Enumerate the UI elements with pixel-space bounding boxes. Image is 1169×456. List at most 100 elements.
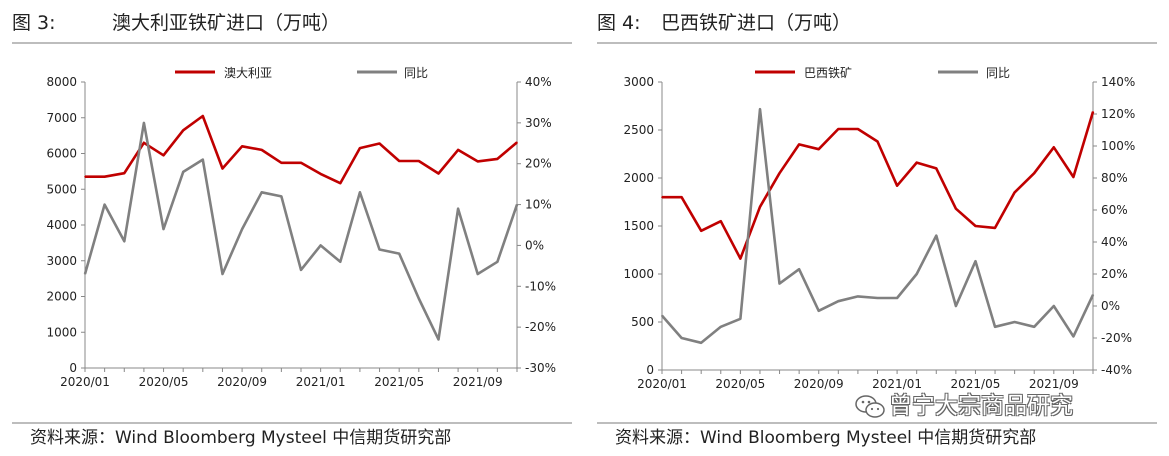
y-right-tick-label: 20%	[1101, 267, 1128, 281]
data-point	[1033, 172, 1036, 174]
y-left-tick-label: 0	[646, 363, 654, 377]
data-point	[719, 220, 722, 222]
y-right-tick-label: 140%	[1101, 75, 1135, 89]
x-tick-label: 2020/09	[217, 375, 267, 389]
data-point	[319, 244, 322, 247]
figure-title: 澳大利亚铁矿进口（万吨）	[112, 12, 341, 34]
data-point	[319, 173, 322, 175]
data-point	[260, 191, 263, 194]
y-right-tick-label: 0%	[1101, 299, 1120, 313]
x-tick-label: 2021/01	[296, 375, 346, 389]
y-right-tick-label: 60%	[1101, 203, 1128, 217]
data-point	[876, 140, 879, 143]
y-left-tick-label: 500	[631, 315, 654, 329]
data-point	[857, 295, 859, 298]
data-point	[202, 158, 204, 161]
figure-label: 图 3:	[12, 12, 56, 34]
data-point	[378, 142, 381, 145]
y-right-tick-label: -10%	[525, 279, 556, 293]
data-point	[162, 228, 165, 230]
legend-label: 澳大利亚	[224, 66, 272, 80]
data-point	[1092, 110, 1094, 113]
source-note: 资料来源：Wind Bloomberg Mysteel 中信期货研究部	[615, 428, 1037, 448]
x-tick-label: 2021/01	[872, 377, 922, 391]
y-right-tick-label: -20%	[525, 320, 556, 334]
data-point	[339, 182, 342, 184]
data-point	[837, 128, 840, 130]
data-point	[123, 172, 126, 174]
y-right-tick-label: 120%	[1101, 107, 1135, 121]
data-point	[457, 207, 459, 210]
data-point	[1053, 305, 1055, 307]
legend-label: 同比	[404, 66, 428, 80]
x-tick-label: 2020/09	[794, 377, 844, 391]
data-point	[857, 128, 859, 130]
y-right-tick-label: -40%	[1101, 363, 1132, 377]
data-point	[516, 203, 518, 206]
data-point	[955, 305, 957, 307]
legend-label: 同比	[986, 66, 1010, 80]
data-point	[994, 326, 996, 328]
data-point	[896, 184, 898, 187]
y-left-tick-label: 0	[69, 361, 77, 375]
data-point	[84, 273, 86, 275]
data-point	[1072, 335, 1075, 338]
y-right-tick-label: 80%	[1101, 171, 1128, 185]
data-point	[778, 282, 781, 285]
wechat-icon	[855, 394, 885, 418]
data-point	[476, 273, 479, 275]
data-point	[241, 228, 243, 230]
y-right-tick-label: 40%	[1101, 235, 1128, 249]
data-point	[680, 196, 683, 198]
data-point	[759, 206, 761, 208]
y-left-tick-label: 7000	[46, 111, 77, 125]
data-point	[915, 161, 918, 164]
data-point	[182, 129, 184, 132]
data-point	[798, 268, 800, 270]
series-line-imports	[662, 111, 1095, 260]
title-rule	[597, 42, 1157, 44]
data-point	[817, 148, 820, 150]
data-point	[1072, 176, 1075, 178]
data-point	[260, 149, 263, 151]
y-left-tick-label: 2000	[623, 171, 654, 185]
y-right-tick-label: 40%	[525, 75, 552, 89]
data-point	[700, 230, 702, 232]
data-point	[974, 260, 977, 262]
y-left-tick-label: 8000	[46, 75, 77, 89]
data-point	[182, 171, 184, 173]
data-point	[398, 160, 400, 162]
source-rule	[12, 422, 572, 424]
data-point	[915, 273, 918, 275]
y-left-tick-label: 3000	[623, 75, 654, 89]
data-point	[896, 297, 898, 299]
data-point	[418, 297, 420, 300]
y-left-tick-label: 4000	[46, 218, 77, 232]
y-right-tick-label: -20%	[1101, 331, 1132, 345]
data-point	[162, 154, 165, 157]
data-point	[143, 122, 145, 124]
legend-label: 巴西铁矿	[804, 66, 852, 80]
data-point	[300, 269, 302, 271]
data-point	[103, 203, 106, 206]
data-point	[1092, 294, 1094, 296]
data-point	[476, 160, 479, 163]
x-tick-label: 2020/01	[637, 377, 687, 391]
y-left-tick-label: 6000	[46, 147, 77, 161]
data-point	[457, 149, 459, 151]
data-point	[202, 115, 204, 117]
data-point	[339, 260, 342, 263]
data-point	[680, 337, 683, 339]
data-point	[280, 161, 283, 164]
data-point	[759, 108, 761, 110]
y-right-tick-label: 30%	[525, 116, 552, 130]
data-point	[1013, 321, 1016, 323]
figure-label: 图 4:	[597, 12, 641, 34]
data-point	[103, 175, 106, 178]
data-point	[516, 141, 518, 144]
data-point	[994, 227, 996, 229]
data-point	[437, 172, 440, 175]
data-point	[496, 260, 499, 263]
data-point	[661, 196, 663, 198]
source-note: 资料来源：Wind Bloomberg Mysteel 中信期货研究部	[30, 428, 452, 448]
